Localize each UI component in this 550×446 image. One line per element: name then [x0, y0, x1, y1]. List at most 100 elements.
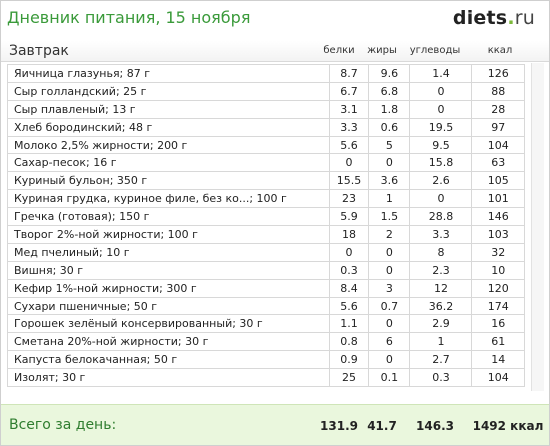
logo-tld: ru — [514, 7, 535, 29]
food-kcal: 63 — [471, 153, 525, 173]
food-protein: 5.6 — [328, 135, 370, 155]
food-protein: 0.3 — [328, 260, 370, 280]
total-fat: 41.7 — [367, 419, 397, 433]
food-fat: 0 — [368, 153, 411, 173]
food-carbs: 9.5 — [409, 135, 473, 155]
food-kcal: 105 — [471, 171, 525, 191]
food-carbs: 19.5 — [409, 117, 473, 137]
food-fat: 0 — [368, 314, 411, 334]
food-carbs: 0 — [409, 81, 473, 101]
food-carbs: 8 — [409, 242, 473, 262]
col-carbs: углеводы — [409, 45, 461, 56]
total-kcal: 1492 ккал — [472, 419, 544, 433]
food-table: Яичница глазунья; 87 г 8.7 9.6 1.4 126 Сыр го… — [7, 64, 525, 388]
food-fat: 3 — [368, 278, 411, 298]
table-row: Куриный бульон; 350 г 15.5 3.6 2.6 105 — [7, 171, 525, 191]
food-name: Сухари пшеничные; 50 г — [7, 296, 330, 316]
food-kcal: 146 — [471, 207, 525, 227]
food-fat: 5 — [368, 135, 411, 155]
site-logo[interactable]: diets.ru — [453, 7, 535, 29]
food-kcal: 103 — [471, 225, 525, 244]
food-name: Творог 2%-ной жирности; 100 г — [7, 225, 330, 244]
food-fat: 1 — [368, 189, 411, 209]
food-name: Яичница глазунья; 87 г — [7, 64, 330, 83]
food-name: Сыр плавленый; 13 г — [7, 99, 330, 119]
table-row: Сыр голландский; 25 г 6.7 6.8 0 88 — [7, 81, 525, 101]
food-carbs: 2.9 — [409, 314, 473, 334]
table-row: Яичница глазунья; 87 г 8.7 9.6 1.4 126 — [7, 64, 525, 83]
food-protein: 1.1 — [328, 314, 370, 334]
column-header: Завтрак белки жиры углеводы ккал — [1, 41, 549, 62]
food-kcal: 16 — [471, 314, 525, 334]
food-carbs: 0.3 — [409, 368, 473, 388]
food-protein: 0.9 — [328, 350, 370, 370]
food-kcal: 104 — [471, 368, 525, 388]
table-row: Хлеб бородинский; 48 г 3.3 0.6 19.5 97 — [7, 117, 525, 137]
food-name: Вишня; 30 г — [7, 260, 330, 280]
table-row: Творог 2%-ной жирности; 100 г 18 2 3.3 103 — [7, 225, 525, 244]
table-row: Горошек зелёный консервированный; 30 г 1.… — [7, 314, 525, 334]
food-carbs: 2.6 — [409, 171, 473, 191]
food-carbs: 28.8 — [409, 207, 473, 227]
food-carbs: 15.8 — [409, 153, 473, 173]
col-kcal: ккал — [487, 45, 513, 56]
food-name: Мед пчелиный; 10 г — [7, 242, 330, 262]
food-carbs: 1.4 — [409, 64, 473, 83]
food-name: Горошек зелёный консервированный; 30 г — [7, 314, 330, 334]
food-protein: 0 — [328, 242, 370, 262]
food-fat: 6 — [368, 332, 411, 352]
total-carbs: 146.3 — [416, 419, 454, 433]
food-protein: 23 — [328, 189, 370, 209]
total-protein: 131.9 — [320, 419, 358, 433]
table-row: Куриная грудка, куриное филе, без ко...;… — [7, 189, 525, 209]
table-row: Вишня; 30 г 0.3 0 2.3 10 — [7, 260, 525, 280]
food-protein: 0 — [328, 153, 370, 173]
food-fat: 2 — [368, 225, 411, 244]
food-name: Куриная грудка, куриное филе, без ко...;… — [7, 189, 330, 209]
table-row: Сухари пшеничные; 50 г 5.6 0.7 36.2 174 — [7, 296, 525, 316]
food-fat: 9.6 — [368, 64, 411, 83]
food-fat: 3.6 — [368, 171, 411, 191]
food-fat: 0.6 — [368, 117, 411, 137]
food-kcal: 61 — [471, 332, 525, 352]
scrollbar[interactable] — [531, 63, 544, 391]
food-kcal: 101 — [471, 189, 525, 209]
food-name: Сыр голландский; 25 г — [7, 81, 330, 101]
food-carbs: 36.2 — [409, 296, 473, 316]
table-row: Мед пчелиный; 10 г 0 0 8 32 — [7, 242, 525, 262]
food-kcal: 126 — [471, 64, 525, 83]
col-protein: белки — [323, 45, 355, 56]
logo-main: diets — [452, 7, 508, 29]
food-carbs: 0 — [409, 99, 473, 119]
food-kcal: 97 — [471, 117, 525, 137]
food-protein: 18 — [328, 225, 370, 244]
food-carbs: 0 — [409, 189, 473, 209]
food-fat: 0 — [368, 242, 411, 262]
food-fat: 0.7 — [368, 296, 411, 316]
food-fat: 0.1 — [368, 368, 411, 388]
food-kcal: 174 — [471, 296, 525, 316]
food-kcal: 14 — [471, 350, 525, 370]
food-fat: 0 — [368, 350, 411, 370]
food-protein: 5.6 — [328, 296, 370, 316]
table-row: Молоко 2,5% жирности; 200 г 5.6 5 9.5 104 — [7, 135, 525, 155]
food-kcal: 32 — [471, 242, 525, 262]
food-protein: 8.4 — [328, 278, 370, 298]
food-protein: 3.1 — [328, 99, 370, 119]
table-row: Сметана 20%-ной жирности; 30 г 0.8 6 1 61 — [7, 332, 525, 352]
food-name: Куриный бульон; 350 г — [7, 171, 330, 191]
food-carbs: 1 — [409, 332, 473, 352]
food-kcal: 28 — [471, 99, 525, 119]
food-name: Сметана 20%-ной жирности; 30 г — [7, 332, 330, 352]
daily-total-bar: Всего за день: 131.9 41.7 146.3 1492 кка… — [1, 404, 549, 445]
page-title: Дневник питания, 15 ноября — [7, 8, 251, 27]
food-protein: 5.9 — [328, 207, 370, 227]
food-fat: 1.8 — [368, 99, 411, 119]
food-kcal: 104 — [471, 135, 525, 155]
food-protein: 3.3 — [328, 117, 370, 137]
food-name: Изолят; 30 г — [7, 368, 330, 388]
table-row: Гречка (готовая); 150 г 5.9 1.5 28.8 146 — [7, 207, 525, 227]
food-name: Гречка (готовая); 150 г — [7, 207, 330, 227]
table-row: Сахар-песок; 16 г 0 0 15.8 63 — [7, 153, 525, 173]
